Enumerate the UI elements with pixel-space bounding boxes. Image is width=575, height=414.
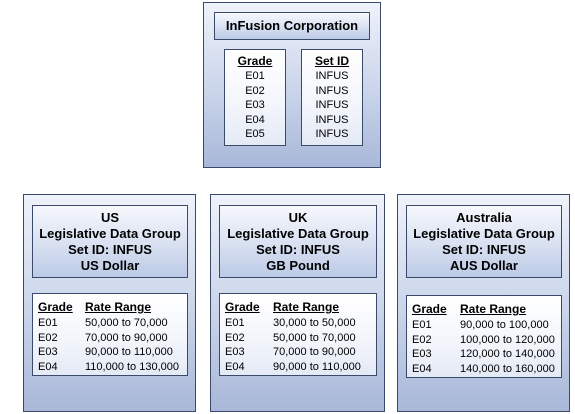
ldg-label: Legislative Data Group [227, 226, 369, 241]
grade-cell: E05 [245, 128, 265, 141]
rate-header: Rate Range [460, 302, 527, 316]
rate-cell: 30,000 to 50,000 [273, 317, 356, 329]
setid-cell: INFUS [315, 99, 349, 112]
rate-cell: 140,000 to 160,000 [460, 362, 555, 375]
country-name: US [100, 210, 120, 225]
grade-cell: E03 [245, 99, 265, 112]
ldg-panel-us: US Legislative Data Group Set ID: INFUS … [23, 194, 196, 412]
corporation-title-box: InFusion Corporation [214, 12, 370, 40]
corporation-grade-table: Grade E01 E02 E03 E04 E05 [224, 49, 286, 146]
grade-cell: E01 [412, 319, 432, 331]
ldg-header-box: Australia Legislative Data Group Set ID:… [406, 205, 562, 278]
grade-cell: E04 [225, 360, 245, 373]
setid-label: Set ID: INFUS [68, 242, 152, 257]
setid-label: Set ID: INFUS [256, 242, 340, 257]
corporation-panel: InFusion Corporation Grade E01 E02 E03 E… [203, 2, 381, 168]
rate-table: Grade E01 E02 E03 E04 Rate Range 90,000 … [406, 295, 562, 378]
ldg-panel-uk: UK Legislative Data Group Set ID: INFUS … [210, 194, 385, 412]
setid-cell: INFUS [315, 84, 349, 97]
grade-cell: E03 [412, 348, 432, 361]
rate-cell: 120,000 to 140,000 [460, 348, 555, 361]
grade-cell: E03 [38, 346, 58, 359]
setid-cell: INFUS [315, 70, 349, 82]
setid-cell: INFUS [315, 128, 349, 141]
grade-header: Grade [412, 302, 447, 316]
rate-cell: 90,000 to 110,000 [273, 360, 361, 373]
grade-cell: E02 [245, 84, 265, 97]
rate-cell: 50,000 to 70,000 [85, 317, 168, 329]
setid-cell: INFUS [315, 113, 349, 126]
rate-table: Grade E01 E02 E03 E04 Rate Range 30,000 … [219, 293, 377, 376]
rate-table: Grade E01 E02 E03 E04 Rate Range 50,000 … [32, 293, 188, 376]
rate-cell: 100,000 to 120,000 [460, 333, 555, 346]
setid-header: Set ID [314, 54, 349, 68]
grade-header: Grade [225, 300, 260, 314]
grade-header: Grade [237, 54, 273, 68]
rate-cell: 90,000 to 100,000 [460, 319, 549, 331]
rate-cell: 50,000 to 70,000 [273, 331, 356, 344]
ldg-label: Legislative Data Group [413, 226, 555, 241]
ldg-header-box: UK Legislative Data Group Set ID: INFUS … [219, 205, 377, 278]
currency-label: AUS Dollar [450, 258, 518, 273]
grade-header: Grade [38, 300, 73, 314]
rate-cell: 70,000 to 90,000 [273, 346, 356, 359]
grade-cell: E02 [225, 331, 245, 344]
currency-label: US Dollar [80, 258, 140, 273]
country-name: Australia [456, 210, 512, 225]
ldg-header-box: US Legislative Data Group Set ID: INFUS … [32, 205, 188, 278]
grade-cell: E04 [412, 362, 432, 375]
rate-header: Rate Range [85, 300, 152, 314]
grade-cell: E01 [245, 70, 265, 82]
grade-cell: E02 [412, 333, 432, 346]
currency-label: GB Pound [266, 258, 330, 273]
rate-cell: 90,000 to 110,000 [85, 346, 173, 359]
setid-label: Set ID: INFUS [442, 242, 526, 257]
grade-cell: E04 [245, 113, 265, 126]
ldg-panel-australia: Australia Legislative Data Group Set ID:… [397, 194, 570, 412]
country-name: UK [288, 210, 308, 225]
rate-header: Rate Range [273, 300, 340, 314]
grade-cell: E03 [225, 346, 245, 359]
rate-cell: 70,000 to 90,000 [85, 331, 168, 344]
corporation-setid-table: Set ID INFUS INFUS INFUS INFUS INFUS [301, 49, 363, 146]
grade-cell: E01 [38, 317, 58, 329]
rate-cell: 110,000 to 130,000 [85, 360, 179, 373]
grade-cell: E01 [225, 317, 245, 329]
ldg-label: Legislative Data Group [39, 226, 181, 241]
grade-cell: E04 [38, 360, 58, 373]
corporation-title: InFusion Corporation [225, 18, 359, 33]
grade-cell: E02 [38, 331, 58, 344]
